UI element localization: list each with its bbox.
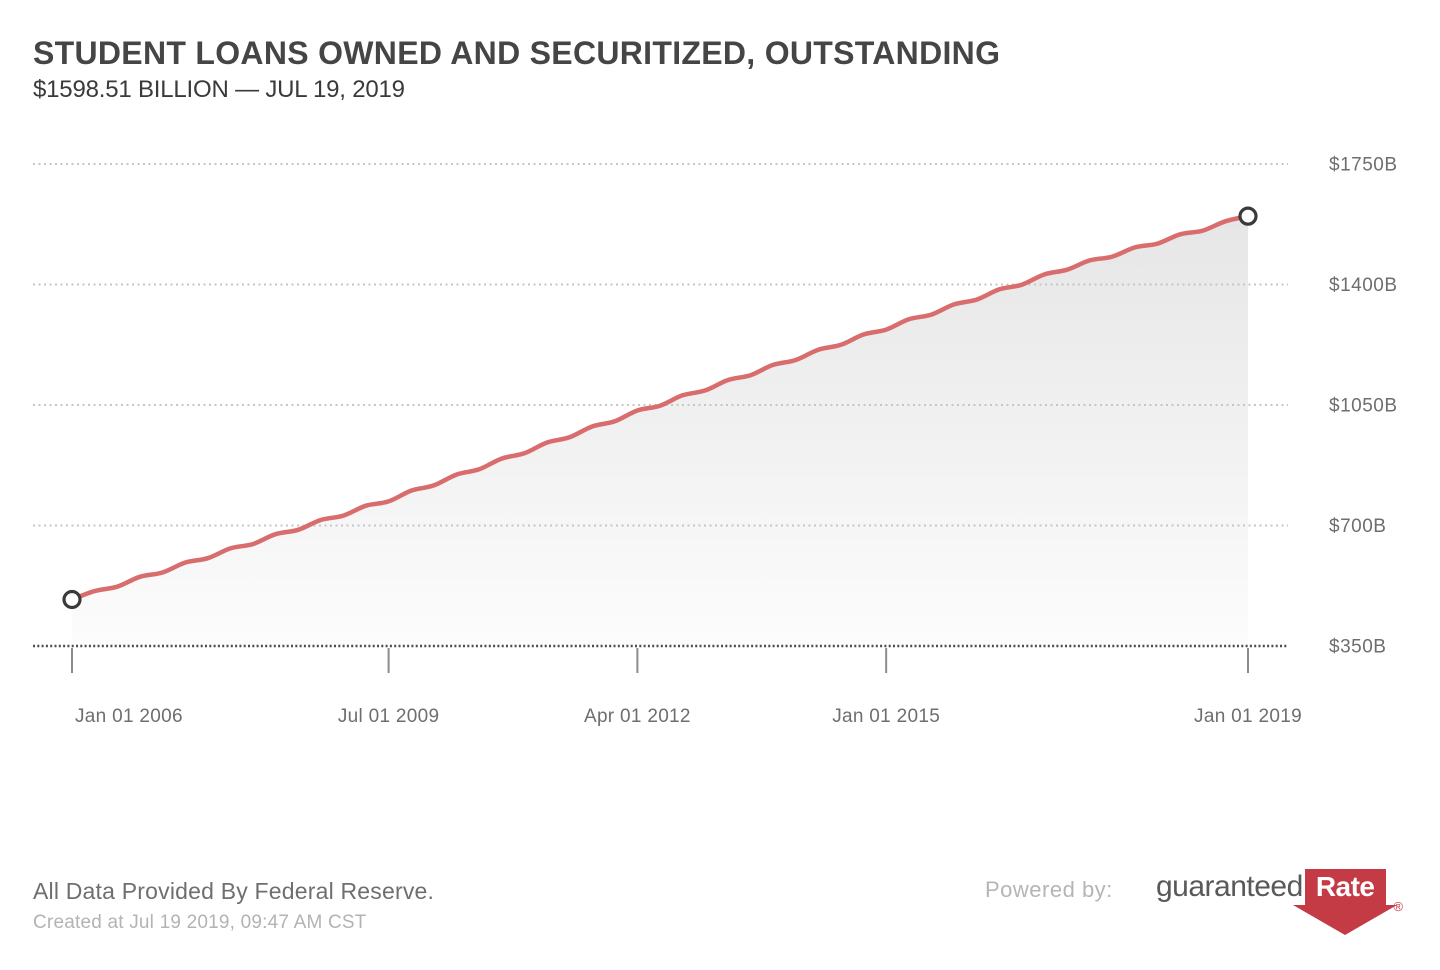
x-tick-label: Jan 01 2015 [832, 706, 940, 727]
logo-registered-mark: ® [1393, 899, 1403, 914]
y-tick-label: $1050B [1329, 396, 1398, 417]
latest-value-subtitle: $1598.51 BILLION — JUL 19, 2019 [33, 76, 405, 103]
data-source-note: All Data Provided By Federal Reserve. [33, 878, 435, 904]
logo-text-guaranteed: guaranteed [1156, 870, 1303, 903]
x-tick-label: Apr 01 2012 [584, 706, 691, 727]
y-tick-label: $1400B [1329, 275, 1398, 296]
x-tick-label: Jan 01 2006 [75, 706, 183, 727]
x-tick-label: Jan 01 2019 [1194, 706, 1302, 727]
created-at-note: Created at Jul 19 2019, 09:47 AM CST [33, 912, 367, 933]
endpoint-marker-start [62, 589, 82, 610]
series-area [72, 216, 1248, 645]
series-line [69, 213, 1251, 602]
y-tick-label: $1750B [1329, 155, 1398, 176]
page-title: STUDENT LOANS OWNED AND SECURITIZED, OUT… [33, 35, 1001, 71]
x-tick-label: Jul 01 2009 [338, 706, 440, 727]
y-tick-label: $350B [1329, 637, 1386, 658]
logo-arrow-down-icon [1293, 905, 1398, 935]
powered-by-label: Powered by: [985, 877, 1113, 902]
guaranteed-rate-logo: guaranteed Rate ® [1156, 869, 1403, 935]
endpoint-marker-end [1238, 206, 1258, 226]
y-tick-label: $700B [1329, 516, 1386, 537]
logo-text-rate: Rate [1315, 871, 1375, 902]
logo-rate-box: Rate ® [1293, 869, 1403, 935]
